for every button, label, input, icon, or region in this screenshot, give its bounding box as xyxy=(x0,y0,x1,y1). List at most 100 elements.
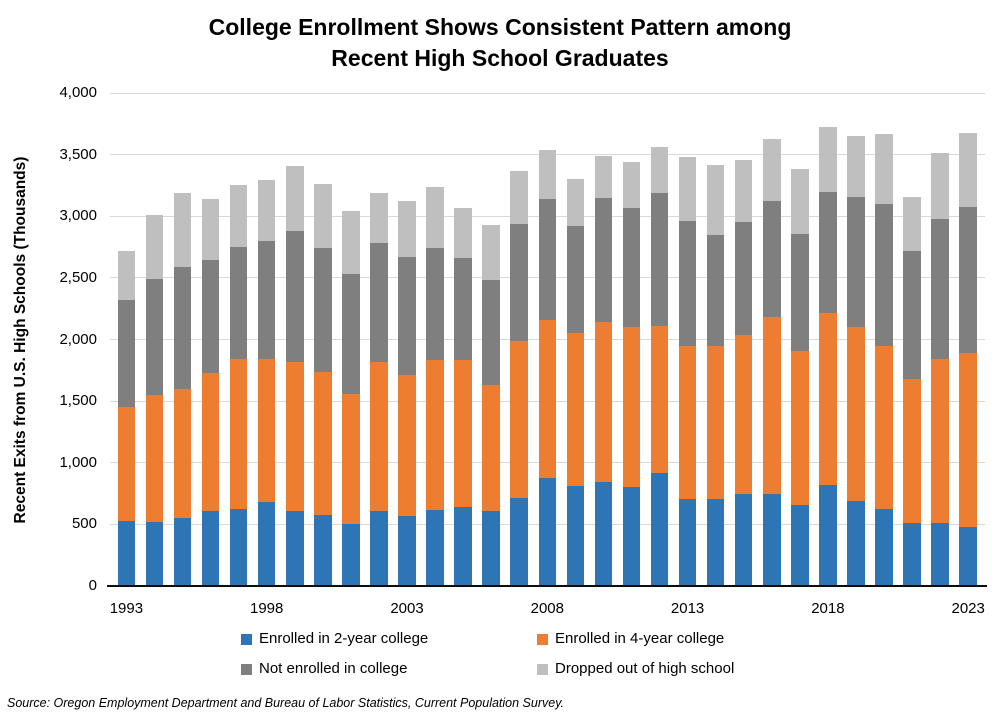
legend-swatch-dropped-out-icon xyxy=(537,663,548,675)
bar-segment xyxy=(510,340,528,498)
bar-segment xyxy=(903,250,921,379)
bar-2008 xyxy=(538,93,557,586)
bar-segment xyxy=(510,171,528,225)
bar-2001 xyxy=(342,93,360,586)
bar-segment xyxy=(678,221,697,346)
bar-segment xyxy=(201,199,220,261)
bar-segment xyxy=(370,511,388,586)
bar-2020 xyxy=(875,93,893,586)
bar-segment xyxy=(594,155,613,199)
bar-1993 xyxy=(117,93,136,586)
bar-1994 xyxy=(145,93,164,586)
bar-2019 xyxy=(847,93,865,586)
bar-2000 xyxy=(314,93,332,586)
bar-segment xyxy=(314,248,332,372)
bar-segment xyxy=(370,242,388,363)
y-tick-label: 3,500 xyxy=(59,145,97,163)
bar-segment xyxy=(538,478,557,586)
bar-segment xyxy=(510,497,528,586)
bar-segment xyxy=(257,179,276,241)
bar-segment xyxy=(173,267,192,389)
bar-2017 xyxy=(791,93,809,586)
bar-segment xyxy=(791,351,809,506)
bar-2007 xyxy=(510,93,528,586)
bar-segment xyxy=(678,345,697,499)
bar-segment xyxy=(257,501,276,586)
legend-label-4year: Enrolled in 4-year college xyxy=(555,630,725,647)
bar-segment xyxy=(763,317,781,495)
bar-segment xyxy=(931,358,949,524)
bar-segment xyxy=(173,193,192,268)
x-tick-label: 2018 xyxy=(811,600,845,617)
bar-segment xyxy=(875,345,893,509)
bar-segment xyxy=(286,511,304,586)
bar-segment xyxy=(398,375,416,517)
bar-2021 xyxy=(903,93,921,586)
bar-segment xyxy=(342,393,360,524)
x-tick-label: 2003 xyxy=(390,600,424,617)
bar-segment xyxy=(201,260,220,373)
bar-segment xyxy=(398,200,416,257)
chart-title-line1: College Enrollment Shows Consistent Patt… xyxy=(208,14,792,40)
bar-segment xyxy=(229,508,248,586)
bar-segment xyxy=(650,193,669,326)
bar-segment xyxy=(257,240,276,360)
bar-segment xyxy=(229,184,248,248)
x-tick-label: 1993 xyxy=(109,600,144,617)
bar-segment xyxy=(145,521,164,586)
bar-segment xyxy=(791,169,809,235)
bar-segment xyxy=(622,162,641,209)
bar-segment xyxy=(791,505,809,586)
bar-segment xyxy=(594,481,613,586)
bar-segment xyxy=(847,500,865,586)
bar-2018 xyxy=(819,93,837,586)
bar-segment xyxy=(201,510,220,586)
y-tick-label: 0 xyxy=(88,577,97,594)
legend-item-4year-college: Enrolled in 4-year college xyxy=(537,630,734,648)
bar-segment xyxy=(454,258,472,361)
legend-swatch-2year-icon xyxy=(241,633,252,645)
bar-segment xyxy=(201,372,220,511)
bar-segment xyxy=(903,196,921,251)
bar-1999 xyxy=(286,93,304,586)
legend-label-dropped-out: Dropped out of high school xyxy=(555,660,735,677)
bar-segment xyxy=(117,250,136,301)
bar-segment xyxy=(678,498,697,586)
bar-segment xyxy=(594,321,613,482)
bar-segment xyxy=(622,208,641,328)
x-tick-label: 2013 xyxy=(670,600,705,617)
bar-segment xyxy=(286,361,304,512)
bar-2006 xyxy=(482,93,500,586)
bar-segment xyxy=(594,198,613,322)
bar-segment xyxy=(454,360,472,507)
y-tick-label: 2,500 xyxy=(59,268,97,286)
bar-segment xyxy=(342,210,360,274)
legend-label-not-enrolled: Not enrolled in college xyxy=(259,660,408,677)
source-note: Source: Oregon Employment Department and… xyxy=(7,696,565,710)
bar-segment xyxy=(145,394,164,522)
bar-segment xyxy=(763,201,781,318)
bar-segment xyxy=(426,247,444,360)
bar-segment xyxy=(286,231,304,362)
x-tick-label: 1998 xyxy=(250,600,284,617)
bar-segment xyxy=(426,359,444,511)
bar-segment xyxy=(566,178,585,226)
bar-segment xyxy=(622,327,641,488)
bar-segment xyxy=(678,157,697,222)
bar-segment xyxy=(706,234,725,346)
bar-segment xyxy=(819,484,837,586)
bar-segment xyxy=(847,135,865,197)
bar-segment xyxy=(370,193,388,243)
bar-segment xyxy=(117,521,136,586)
bar-segment xyxy=(229,358,248,509)
bar-segment xyxy=(819,126,837,192)
bar-1996 xyxy=(201,93,220,586)
bar-segment xyxy=(875,508,893,586)
legend-item-dropped-out: Dropped out of high school xyxy=(537,660,734,678)
legend: Enrolled in 2-year college Enrolled in 4… xyxy=(241,630,734,678)
bar-segment xyxy=(314,184,332,249)
bar-segment xyxy=(959,353,977,527)
bar-1997 xyxy=(229,93,248,586)
bar-segment xyxy=(482,384,500,511)
y-tick-label: 2,000 xyxy=(59,330,97,348)
